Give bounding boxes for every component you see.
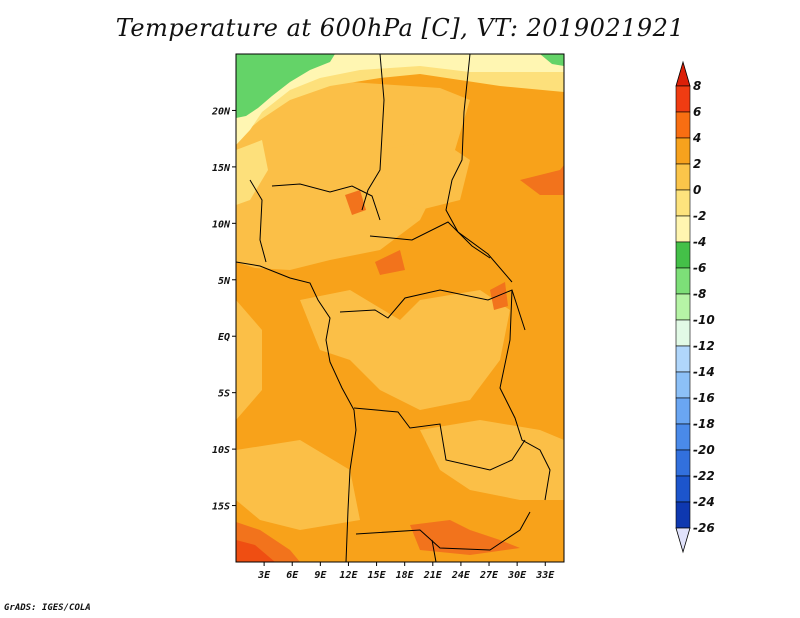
lon-tick-label: 27E: [479, 570, 499, 581]
colorbar-swatch: [675, 293, 691, 321]
colorbar-level-label: -22: [693, 469, 715, 483]
colorbar-swatch: [675, 215, 691, 243]
border-line: [431, 539, 437, 562]
lon-tick-label: 24E: [451, 570, 471, 581]
colorbar-swatch: [675, 137, 691, 165]
warm-light-region: [236, 440, 360, 530]
border-line: [339, 289, 526, 331]
colorbar-level-label: -10: [693, 313, 715, 327]
hottest-region: [236, 540, 275, 562]
lon-tick-label: 12E: [339, 570, 358, 581]
colorbar-top-arrow: [675, 60, 691, 87]
chart-title: Temperature at 600hPa [C], VT: 201902192…: [115, 14, 685, 42]
border-line: [499, 289, 551, 501]
colorbar-level-label: -4: [693, 235, 706, 249]
lon-tick-label: 15E: [368, 570, 387, 581]
border-line: [355, 511, 531, 551]
colorbar-level-label: -16: [693, 391, 715, 405]
lat-tick-label: 5S: [218, 389, 230, 400]
colorbar-level-label: -14: [693, 365, 715, 379]
colorbar-level-label: -24: [693, 495, 715, 509]
coastline: [236, 261, 357, 562]
warm-light-region: [300, 290, 510, 410]
lon-tick-label: 3E: [257, 570, 271, 581]
lat-tick-label: 10N: [212, 219, 231, 230]
colorbar-swatch: [675, 345, 691, 373]
colorbar-swatch: [675, 241, 691, 269]
border-line: [249, 179, 267, 263]
cool-green-region: [540, 54, 564, 66]
longitude-axis: 3E 6E 9E 12E 15E 18E 21E 24E 27E 30E 33E: [257, 562, 555, 581]
warm-light-region: [380, 140, 470, 210]
colorbar-swatch: [675, 371, 691, 399]
colorbar-swatch: [675, 85, 691, 113]
cool-green-region: [236, 54, 335, 118]
colorbar-level-label: -18: [693, 417, 715, 431]
lon-tick-label: 21E: [423, 570, 443, 581]
colorbar-swatch: [675, 501, 691, 529]
warm-pale-region: [236, 140, 268, 205]
warm-light-region: [236, 300, 262, 420]
border-line: [361, 54, 385, 211]
colorbar: 8 6 4 2 0 -2 -4 -6 -8 -10 -12 -14 -16 -18 -20 -22 -24 -26: [675, 60, 715, 554]
colorbar-level-label: -8: [693, 287, 706, 301]
grads-credit: GrADS: IGES/COLA: [4, 603, 91, 613]
lon-tick-label: 30E: [507, 570, 527, 581]
hot-region: [375, 250, 405, 275]
colorbar-swatch: [675, 423, 691, 451]
border-line: [445, 54, 513, 283]
colorbar-level-label: 8: [693, 79, 701, 93]
colorbar-swatch: [675, 267, 691, 295]
map-frame: [235, 53, 565, 563]
colorbar-swatch: [675, 449, 691, 477]
colorbar-level-label: -26: [693, 521, 715, 535]
hot-region: [520, 165, 564, 195]
temperature-field: [236, 54, 564, 562]
colorbar-level-label: 4: [692, 131, 701, 145]
cool-yellow-region: [236, 54, 564, 145]
colorbar-level-label: 0: [693, 183, 701, 197]
colorbar-swatch: [675, 163, 691, 191]
lat-tick-label: EQ: [218, 332, 230, 343]
colorbar-level-label: 6: [693, 105, 701, 119]
lat-tick-label: 15N: [212, 163, 231, 174]
colorbar-level-label: -12: [693, 339, 715, 353]
colorbar-swatch: [675, 319, 691, 347]
lon-tick-label: 18E: [396, 570, 415, 581]
warm-light-region: [420, 420, 564, 500]
colorbar-level-label: -2: [693, 209, 706, 223]
colorbar-level-label: -6: [693, 261, 706, 275]
hot-region: [345, 190, 366, 215]
border-line: [271, 183, 381, 221]
border-line: [353, 407, 526, 471]
warm-light-region: [236, 80, 470, 270]
colorbar-level-label: -20: [693, 443, 715, 457]
lon-tick-label: 33E: [535, 570, 555, 581]
colorbar-level-label: 2: [693, 157, 701, 171]
lat-tick-label: 10S: [212, 445, 230, 456]
colorbar-swatch: [675, 111, 691, 139]
latitude-axis: 20N 15N 10N 5N EQ 5S 10S 15S: [211, 106, 236, 513]
lon-tick-label: 9E: [314, 570, 327, 581]
colorbar-swatch: [675, 397, 691, 425]
colorbar-swatch: [675, 189, 691, 217]
border-line: [369, 221, 491, 259]
lat-tick-label: 5N: [218, 276, 231, 287]
lat-tick-label: 15S: [212, 502, 230, 513]
lon-tick-label: 6E: [286, 570, 299, 581]
lat-tick-label: 20N: [211, 106, 231, 117]
hot-region: [490, 282, 508, 310]
country-borders: [236, 54, 551, 562]
colorbar-bottom-arrow: [675, 527, 691, 554]
colorbar-swatch: [675, 475, 691, 503]
